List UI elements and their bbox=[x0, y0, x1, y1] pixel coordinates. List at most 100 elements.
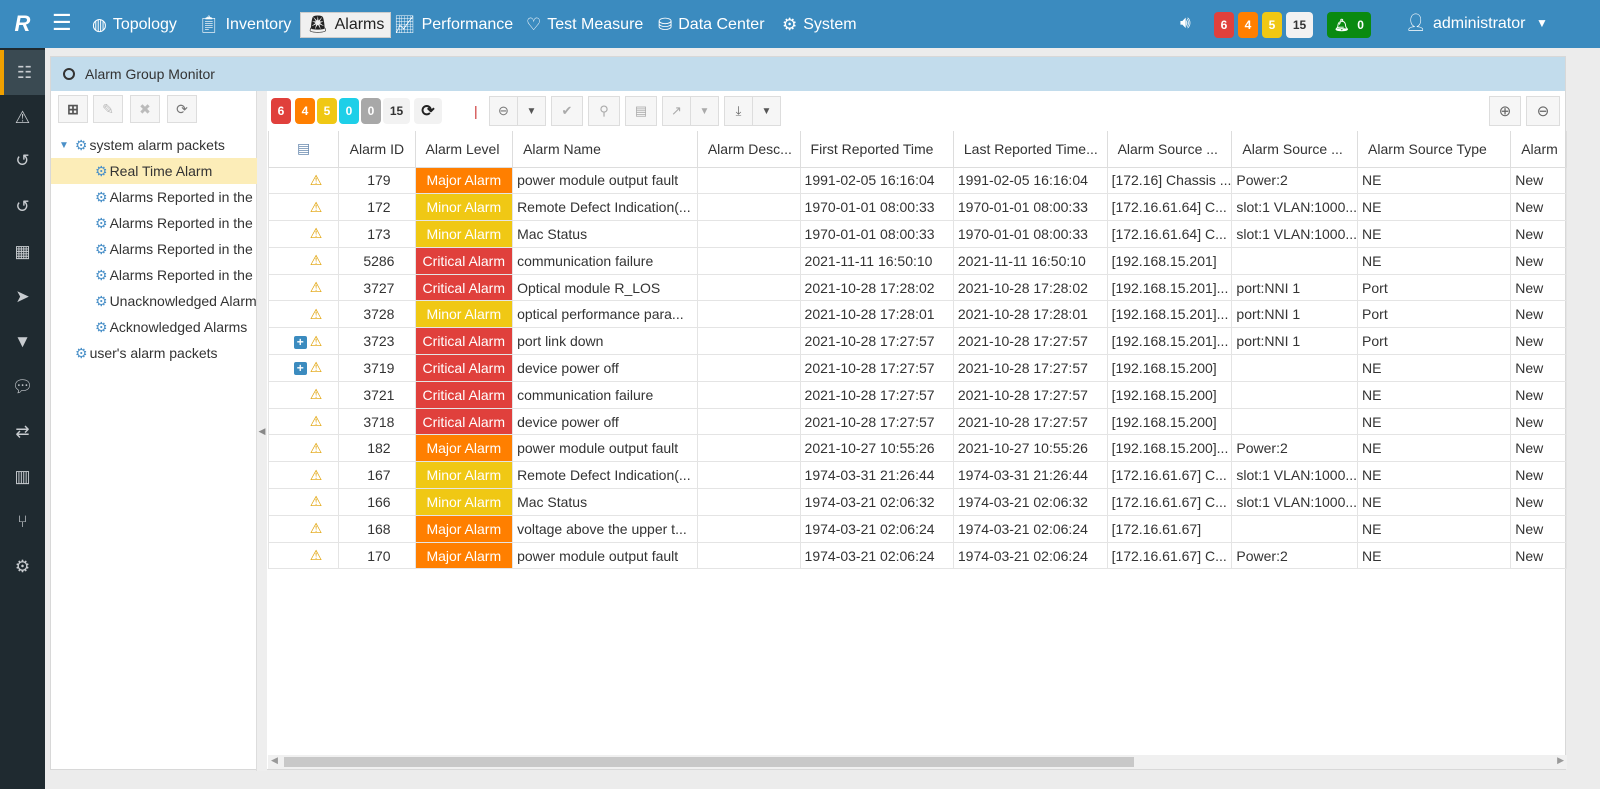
tree-node-system-alarm-packets[interactable]: ▼ ⚙ system alarm packets bbox=[51, 132, 257, 158]
settings-icon[interactable]: ⚙ bbox=[14, 556, 31, 576]
clear-dropdown-caret-icon[interactable]: ▼ bbox=[517, 96, 546, 126]
column-chooser-icon[interactable]: ▤ bbox=[268, 131, 340, 168]
critical-count-badge[interactable]: 6 bbox=[1214, 12, 1234, 38]
table-row[interactable]: ⚠ 179 Major Alarm power module output fault… bbox=[268, 166, 1567, 195]
clear-button[interactable]: ⊖ bbox=[489, 96, 518, 126]
zoom-in-button[interactable]: ⊕ bbox=[1489, 96, 1521, 126]
nav-performance[interactable]: 📈︎ Performance bbox=[388, 12, 519, 38]
expand-caret-icon[interactable]: ▼ bbox=[59, 139, 69, 151]
send-icon[interactable]: ➤ bbox=[15, 286, 30, 306]
table-row[interactable]: ⚠ 3718 Critical Alarm device power off 2021-… bbox=[268, 407, 1567, 436]
warning-icon[interactable]: ⚠ bbox=[14, 107, 31, 127]
table-row[interactable]: ⚠ 182 Major Alarm power module output fault… bbox=[268, 434, 1567, 463]
chat-icon[interactable]: 💬︎ bbox=[11, 376, 34, 396]
export-link-button[interactable]: ↗ bbox=[662, 96, 691, 126]
table-row[interactable]: ⚠ 167 Minor Alarm Remote Defect Indication(… bbox=[268, 461, 1567, 490]
refresh-icon[interactable]: ⟳ bbox=[414, 98, 442, 124]
alarm-description-cell bbox=[696, 461, 801, 490]
column-header-alarm-source-1[interactable]: Alarm Source ... bbox=[1106, 131, 1233, 168]
tree-node-real-time-alarm[interactable]: ⚙ Real Time Alarm bbox=[51, 158, 257, 184]
table-row[interactable]: ⚠ 3728 Minor Alarm optical performance para… bbox=[268, 300, 1567, 329]
critical-filter-badge[interactable]: 6 bbox=[271, 98, 291, 124]
info-filter-badge[interactable]: 0 bbox=[361, 98, 381, 124]
add-button[interactable]: ⊞ bbox=[58, 95, 88, 123]
tree-node-alarms-reported-2[interactable]: ⚙ Alarms Reported in the bbox=[51, 210, 257, 236]
expand-row-icon[interactable]: + bbox=[293, 362, 307, 376]
details-button[interactable]: ▤ bbox=[625, 96, 657, 126]
splitter-handle[interactable]: ◀ bbox=[257, 91, 267, 771]
app-logo[interactable]: R bbox=[14, 11, 31, 36]
dashboard-icon[interactable]: ▦ bbox=[14, 241, 31, 261]
table-row[interactable]: ⚠ 5286 Critical Alarm communication failure… bbox=[268, 246, 1567, 275]
filter-icon[interactable]: ▼ bbox=[14, 331, 31, 351]
nav-test-measure[interactable]: ♡ Test Measure bbox=[520, 12, 649, 38]
tree-node-user-alarm-packets[interactable]: ⚙ user's alarm packets bbox=[51, 340, 257, 366]
history-icon[interactable]: ↺ bbox=[15, 150, 30, 170]
user-menu[interactable]: administrator bbox=[1433, 15, 1526, 32]
scroll-left-icon[interactable]: ◀ bbox=[271, 755, 278, 765]
expand-row-icon[interactable]: + bbox=[293, 335, 307, 349]
volume-icon[interactable]: 🔊︎ bbox=[1180, 13, 1191, 32]
tree-node-alarms-reported-3[interactable]: ⚙ Alarms Reported in the bbox=[51, 236, 257, 262]
tree-node-alarms-reported-1[interactable]: ⚙ Alarms Reported in the bbox=[51, 184, 257, 210]
nav-data-center[interactable]: ⛁ Data Center bbox=[652, 12, 771, 38]
column-header-first-reported-time[interactable]: First Reported Time bbox=[799, 131, 954, 168]
tree-view-icon[interactable]: ☷ bbox=[0, 50, 45, 95]
table-row[interactable]: ⚠ 3721 Critical Alarm communication failure… bbox=[268, 380, 1567, 409]
locate-button[interactable]: ⚲ bbox=[588, 96, 620, 126]
nav-label: Data Center bbox=[678, 16, 765, 33]
refresh-button[interactable]: ⟳ bbox=[167, 95, 197, 123]
report-icon[interactable]: ▥ bbox=[14, 466, 31, 486]
major-filter-badge[interactable]: 4 bbox=[295, 98, 315, 124]
download-button[interactable]: ⤓ bbox=[724, 96, 753, 126]
scrollbar-thumb[interactable] bbox=[284, 757, 1134, 767]
acknowledge-button[interactable]: ✔ bbox=[551, 96, 583, 126]
total-count-badge[interactable]: 15 bbox=[1286, 12, 1313, 38]
hamburger-menu-icon[interactable]: ☰ bbox=[52, 10, 72, 35]
table-row[interactable]: ⚠ 168 Major Alarm voltage above the upper t… bbox=[268, 514, 1567, 543]
table-row[interactable]: ⚠ 173 Minor Alarm Mac Status 1970-01-01 08:0… bbox=[268, 220, 1567, 248]
tree-node-acknowledged-alarms[interactable]: ⚙ Acknowledged Alarms bbox=[51, 314, 257, 340]
delete-button[interactable]: ✖ bbox=[130, 95, 160, 123]
column-header-alarm-level[interactable]: Alarm Level bbox=[414, 131, 514, 168]
download-dropdown-caret-icon[interactable]: ▼ bbox=[752, 96, 781, 126]
notification-badge[interactable]: 🔔︎ 0 bbox=[1327, 12, 1371, 38]
first-reported-time-cell: 2021-10-28 17:28:02 bbox=[799, 273, 954, 302]
branch-icon[interactable]: ⑂ bbox=[17, 511, 28, 531]
table-row[interactable]: ⚠ 172 Minor Alarm Remote Defect Indication(… bbox=[268, 193, 1567, 222]
zoom-out-button[interactable]: ⊖ bbox=[1526, 96, 1560, 126]
tree-node-alarms-reported-4[interactable]: ⚙ Alarms Reported in the bbox=[51, 262, 257, 288]
nav-topology[interactable]: ◍ Topology bbox=[86, 12, 183, 38]
column-header-alarm-description[interactable]: Alarm Desc... bbox=[696, 131, 801, 168]
nav-alarms[interactable]: 🚨︎ Alarms bbox=[300, 12, 392, 38]
table-row[interactable]: + ⚠ 3723 Critical Alarm port link down 2021-1… bbox=[268, 327, 1567, 356]
alarm-source-detail-cell: Power:2 bbox=[1231, 541, 1359, 570]
transfer-settings-icon[interactable]: ⇄ bbox=[15, 421, 30, 441]
major-count-badge[interactable]: 4 bbox=[1238, 12, 1258, 38]
table-row[interactable]: + ⚠ 3719 Critical Alarm device power off 2021… bbox=[268, 354, 1567, 382]
column-header-last-reported-time[interactable]: Last Reported Time... bbox=[952, 131, 1108, 168]
gear-icon: ⚙ bbox=[95, 214, 108, 231]
total-filter-badge[interactable]: 15 bbox=[383, 98, 410, 124]
scroll-right-icon[interactable]: ▶ bbox=[1557, 755, 1564, 765]
column-header-alarm-source-type[interactable]: Alarm Source Type bbox=[1357, 131, 1512, 168]
nav-system[interactable]: ⚙ System bbox=[776, 12, 863, 38]
user-dropdown-caret-icon[interactable]: ▼ bbox=[1536, 16, 1548, 30]
edit-button[interactable]: ✎ bbox=[93, 95, 123, 123]
warning-filter-badge[interactable]: 0 bbox=[339, 98, 359, 124]
history-icon-2[interactable]: ↺ bbox=[15, 196, 30, 216]
column-header-alarm-status[interactable]: Alarm bbox=[1510, 131, 1567, 168]
column-header-alarm-id[interactable]: Alarm ID bbox=[338, 131, 416, 168]
horizontal-scrollbar[interactable]: ◀ ▶ bbox=[268, 755, 1567, 769]
table-row[interactable]: ⚠ 170 Major Alarm power module output fault… bbox=[268, 541, 1567, 570]
minor-filter-badge[interactable]: 5 bbox=[317, 98, 337, 124]
export-link-dropdown-caret-icon[interactable]: ▼ bbox=[690, 96, 719, 126]
minor-count-badge[interactable]: 5 bbox=[1262, 12, 1282, 38]
column-header-alarm-name[interactable]: Alarm Name bbox=[512, 131, 698, 168]
table-row[interactable]: ⚠ 166 Minor Alarm Mac Status 1974-03-21 02:0… bbox=[268, 488, 1567, 516]
nav-inventory[interactable]: 📋︎ Inventory bbox=[192, 12, 297, 38]
tree-node-unacknowledged-alarms[interactable]: ⚙ Unacknowledged Alarm bbox=[51, 288, 257, 314]
column-header-alarm-source-2[interactable]: Alarm Source ... bbox=[1231, 131, 1359, 168]
table-row[interactable]: ⚠ 3727 Critical Alarm Optical module R_LOS 2… bbox=[268, 273, 1567, 302]
alarm-source-detail-cell: slot:1 VLAN:1000... bbox=[1231, 220, 1359, 248]
